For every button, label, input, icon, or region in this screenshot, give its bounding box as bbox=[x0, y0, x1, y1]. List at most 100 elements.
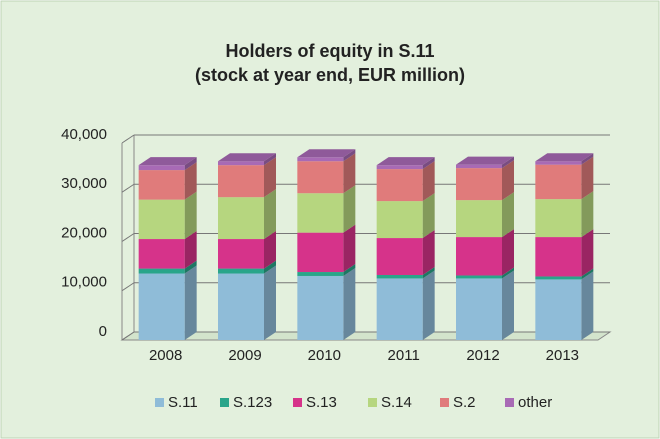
y-tick-label: 0 bbox=[99, 323, 107, 340]
bar-side bbox=[422, 157, 435, 170]
chart-subtitle: (stock at year end, EUR million) bbox=[195, 65, 465, 85]
y-tick-label: 40,000 bbox=[61, 126, 107, 143]
legend-label: S.13 bbox=[306, 394, 337, 411]
legend-swatch bbox=[220, 398, 229, 407]
bar-side bbox=[184, 265, 197, 340]
bar-side bbox=[264, 260, 276, 274]
bar-segment bbox=[456, 278, 502, 340]
bar-top bbox=[535, 153, 594, 162]
bar-side bbox=[502, 229, 514, 276]
bar-side bbox=[422, 270, 435, 340]
bar-segment bbox=[297, 157, 344, 162]
bar-segment bbox=[535, 164, 582, 200]
bar-segment bbox=[456, 200, 502, 238]
bar-side bbox=[502, 192, 514, 238]
bar-segment bbox=[138, 165, 185, 171]
x-tick-label: 2008 bbox=[149, 347, 182, 364]
bar-segment bbox=[218, 161, 264, 166]
legend-swatch bbox=[505, 398, 514, 407]
x-tick-label: 2011 bbox=[388, 347, 420, 364]
bar-side bbox=[343, 185, 356, 233]
bar-side bbox=[422, 266, 435, 279]
bar-side bbox=[264, 265, 276, 340]
bar-segment bbox=[297, 275, 344, 340]
bar-side bbox=[581, 156, 594, 200]
bar-side bbox=[343, 153, 356, 194]
grid-line-side bbox=[121, 282, 135, 292]
bar-side bbox=[422, 193, 435, 239]
bar-top bbox=[138, 157, 197, 166]
legend-swatch bbox=[368, 398, 377, 407]
bar-side bbox=[184, 157, 197, 171]
bar-side bbox=[184, 191, 197, 240]
x-tick-label: 2013 bbox=[546, 347, 579, 364]
bar-segment bbox=[376, 169, 423, 202]
legend-swatch bbox=[293, 398, 302, 407]
grid-line-side bbox=[121, 331, 135, 341]
bar-side bbox=[422, 230, 435, 275]
bar-side bbox=[343, 267, 356, 340]
y-tick-label: 20,000 bbox=[61, 224, 107, 241]
bar-segment bbox=[376, 165, 423, 170]
bar-segment bbox=[218, 239, 264, 269]
bar-segment bbox=[456, 275, 502, 279]
bar-segment bbox=[138, 268, 185, 274]
legend-label: S.2 bbox=[453, 394, 476, 411]
bar-side bbox=[343, 149, 356, 162]
grid-line-side bbox=[121, 134, 135, 144]
chart-title: Holders of equity in S.11 bbox=[225, 41, 434, 61]
grid-line-side bbox=[121, 183, 135, 193]
bar-segment bbox=[218, 273, 264, 340]
x-tick-label: 2009 bbox=[228, 347, 261, 364]
bar-segment bbox=[456, 237, 502, 276]
bar-segment bbox=[297, 272, 344, 276]
x-tick-label: 2010 bbox=[308, 347, 341, 364]
bar-side bbox=[264, 157, 276, 198]
bar-side bbox=[343, 264, 356, 276]
bar-side bbox=[581, 229, 594, 277]
bar-top bbox=[376, 157, 435, 166]
bar-top bbox=[456, 156, 514, 165]
grid-line-side bbox=[121, 233, 135, 242]
legend-label: other bbox=[518, 394, 552, 411]
legend-label: S.14 bbox=[381, 394, 412, 411]
bar-top bbox=[297, 149, 356, 158]
bar-side bbox=[264, 153, 276, 166]
legend-label: S.11 bbox=[168, 394, 198, 411]
bar-side bbox=[581, 268, 594, 280]
bar-segment bbox=[456, 168, 502, 201]
bar-side bbox=[581, 153, 594, 165]
bar-segment bbox=[535, 279, 582, 340]
legend-swatch bbox=[440, 398, 449, 407]
bar-segment bbox=[535, 276, 582, 280]
bar-top bbox=[218, 153, 276, 162]
bar-segment bbox=[297, 193, 344, 233]
bar-side bbox=[581, 191, 594, 238]
bar-side bbox=[343, 224, 356, 273]
bar-segment bbox=[376, 274, 423, 279]
bar-side bbox=[581, 271, 594, 340]
bar-segment bbox=[535, 161, 582, 165]
bar-segment bbox=[376, 238, 423, 275]
bar-side bbox=[184, 260, 197, 274]
bar-side bbox=[502, 267, 514, 279]
bar-segment bbox=[535, 237, 582, 277]
bar-side bbox=[502, 160, 514, 201]
bar-segment bbox=[297, 232, 344, 273]
legend-label: S.123 bbox=[233, 394, 272, 411]
bar-segment bbox=[138, 239, 185, 269]
bar-side bbox=[422, 161, 435, 202]
x-tick-label: 2012 bbox=[466, 347, 499, 364]
bar-segment bbox=[535, 199, 582, 238]
bar-segment bbox=[376, 201, 423, 239]
bar-segment bbox=[138, 273, 185, 340]
bar-segment bbox=[297, 161, 344, 194]
legend-swatch bbox=[155, 398, 164, 407]
bar-side bbox=[502, 156, 514, 169]
bar-segment bbox=[138, 199, 185, 240]
bar-side bbox=[264, 231, 276, 269]
bar-side bbox=[502, 270, 514, 340]
bar-side bbox=[184, 231, 197, 269]
bar-side bbox=[264, 189, 276, 240]
